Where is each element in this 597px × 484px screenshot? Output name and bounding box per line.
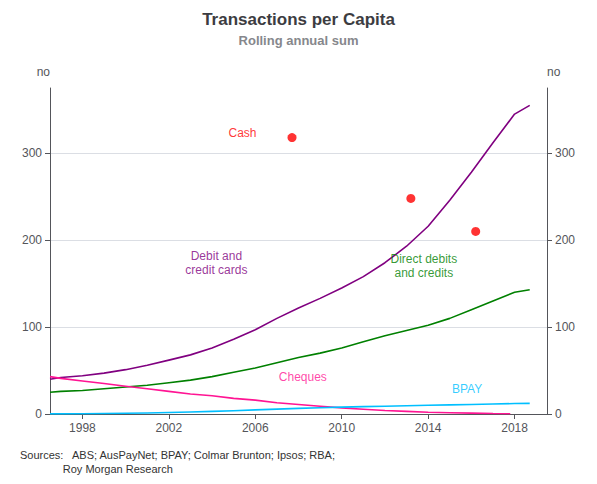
svg-text:2018: 2018 xyxy=(501,421,528,435)
svg-text:Cash: Cash xyxy=(228,126,256,140)
svg-text:0: 0 xyxy=(555,407,562,421)
svg-text:and credits: and credits xyxy=(394,266,453,280)
svg-text:Roy Morgan Research: Roy Morgan Research xyxy=(20,463,173,475)
svg-text:no: no xyxy=(37,65,51,79)
svg-text:Direct debits: Direct debits xyxy=(390,252,457,266)
svg-text:2002: 2002 xyxy=(155,421,182,435)
svg-text:2006: 2006 xyxy=(242,421,269,435)
svg-text:Debit and: Debit and xyxy=(191,249,242,263)
svg-text:0: 0 xyxy=(35,407,42,421)
svg-text:no: no xyxy=(547,65,561,79)
svg-text:Cheques: Cheques xyxy=(279,370,327,384)
svg-text:Sources: ABS; AusPayNet; BPA: Sources: ABS; AusPayNet; BPAY; Colmar Br… xyxy=(20,449,335,461)
svg-text:BPAY: BPAY xyxy=(452,382,482,396)
svg-text:Rolling annual sum: Rolling annual sum xyxy=(239,33,359,48)
svg-text:100: 100 xyxy=(22,320,42,334)
svg-text:200: 200 xyxy=(555,233,575,247)
svg-text:200: 200 xyxy=(22,233,42,247)
svg-text:credit cards: credit cards xyxy=(185,263,247,277)
svg-text:1998: 1998 xyxy=(69,421,96,435)
svg-text:300: 300 xyxy=(22,146,42,160)
svg-text:300: 300 xyxy=(555,146,575,160)
svg-text:2010: 2010 xyxy=(328,421,355,435)
svg-text:100: 100 xyxy=(555,320,575,334)
svg-text:Transactions per Capita: Transactions per Capita xyxy=(202,10,395,29)
svg-text:2014: 2014 xyxy=(415,421,442,435)
